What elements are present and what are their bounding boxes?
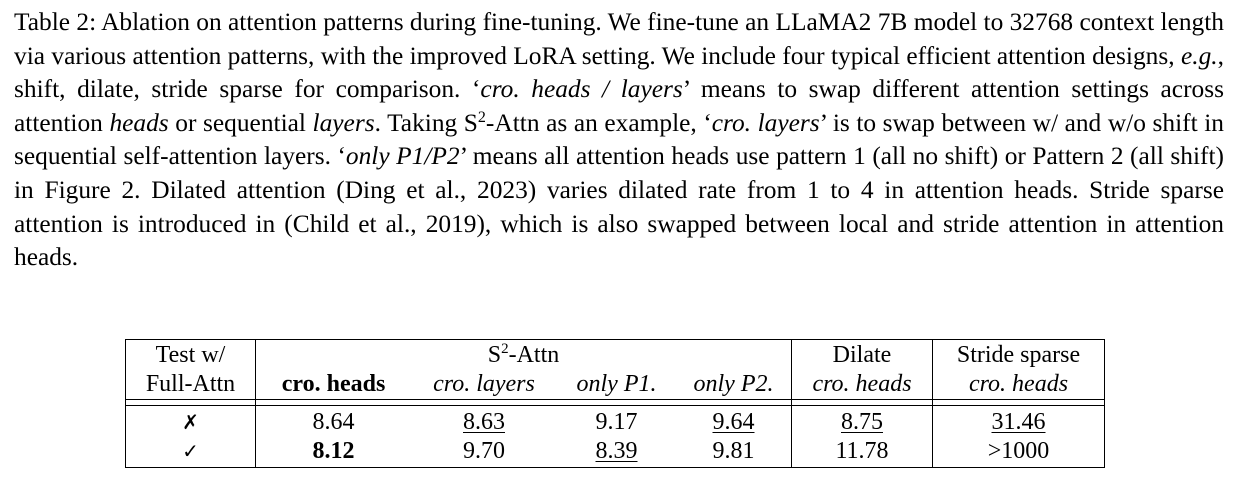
caption-text: ’ is to swap between w/ and w/o shift in… bbox=[14, 108, 1224, 171]
table-cell: 9.70 bbox=[411, 437, 557, 468]
caption-heads: heads bbox=[109, 108, 169, 137]
table-cell: 9.17 bbox=[557, 405, 676, 437]
table-cell: 8.39 bbox=[595, 438, 638, 464]
header-s2-cro-layers: cro. layers bbox=[411, 370, 557, 400]
caption-only-p1p2: only P1/P2 bbox=[345, 142, 460, 171]
header-full-attn: Full-Attn bbox=[125, 370, 256, 400]
table-cell: >1000 bbox=[933, 437, 1105, 468]
caption-text: -Attn as an example, ‘ bbox=[485, 108, 712, 137]
caption-cro-heads-layers: cro. heads / layers bbox=[480, 75, 683, 104]
table-cell: 9.81 bbox=[676, 437, 791, 468]
table-cell: 8.63 bbox=[463, 409, 505, 435]
s2-superscript: 2 bbox=[501, 341, 509, 357]
table-row: ✓ 8.12 9.70 8.39 9.81 11.78 >1000 bbox=[125, 437, 1105, 468]
header-dilate-cro-heads: cro. heads bbox=[791, 370, 933, 400]
table-caption: Table 2: Ablation on attention patterns … bbox=[14, 6, 1224, 275]
header-stride-sparse: Stride sparse bbox=[933, 339, 1105, 370]
table-row: ✗ 8.64 8.63 9.17 9.64 8.75 31.46 bbox=[125, 405, 1105, 437]
table-cell: 9.64 bbox=[712, 409, 755, 435]
ablation-table: Test w/ S2-Attn Dilate Stride sparse Ful… bbox=[125, 339, 1105, 468]
s2-suffix: -Attn bbox=[508, 342, 560, 368]
caption-superscript: 2 bbox=[477, 108, 486, 126]
caption-cro-layers: cro. layers bbox=[711, 108, 820, 137]
caption-text: , shift, dilate, stride sparse for compa… bbox=[14, 41, 1224, 104]
table-cell: 8.64 bbox=[256, 405, 411, 437]
header-row-2: Full-Attn cro. heads cro. layers only P1… bbox=[125, 370, 1105, 400]
table-cell: 31.46 bbox=[991, 409, 1046, 435]
table-cell: 11.78 bbox=[791, 437, 933, 468]
caption-text: . Taking S bbox=[374, 108, 478, 137]
caption-layers: layers bbox=[312, 108, 375, 137]
header-row-1: Test w/ S2-Attn Dilate Stride sparse bbox=[125, 339, 1105, 370]
full-attn-mark: ✓ bbox=[125, 437, 256, 468]
header-s2-only-p1: only P1. bbox=[557, 370, 676, 400]
header-stride-cro-heads: cro. heads bbox=[933, 370, 1105, 400]
caption-eg: e.g. bbox=[1180, 41, 1218, 70]
caption-label: Table 2: bbox=[14, 8, 97, 36]
header-test: Test w/ bbox=[125, 339, 256, 370]
table-cell: 8.12 bbox=[256, 437, 411, 468]
caption-text: Ablation on attention patterns during fi… bbox=[14, 8, 1224, 70]
header-dilate: Dilate bbox=[791, 339, 933, 370]
caption-text: or sequential bbox=[168, 108, 313, 137]
s2-prefix: S bbox=[487, 342, 502, 368]
double-rule-gap bbox=[125, 400, 1105, 405]
caption-text: ’ means to swap different attention sett… bbox=[14, 75, 1224, 137]
no-full-attn-mark: ✗ bbox=[125, 405, 256, 437]
header-s2-attn: S2-Attn bbox=[256, 339, 791, 370]
header-s2-only-p2: only P2. bbox=[676, 370, 791, 400]
header-s2-cro-heads: cro. heads bbox=[256, 370, 411, 400]
table-cell: 8.75 bbox=[841, 409, 883, 435]
caption-text: ’ means all attention heads use pattern … bbox=[14, 142, 1225, 272]
